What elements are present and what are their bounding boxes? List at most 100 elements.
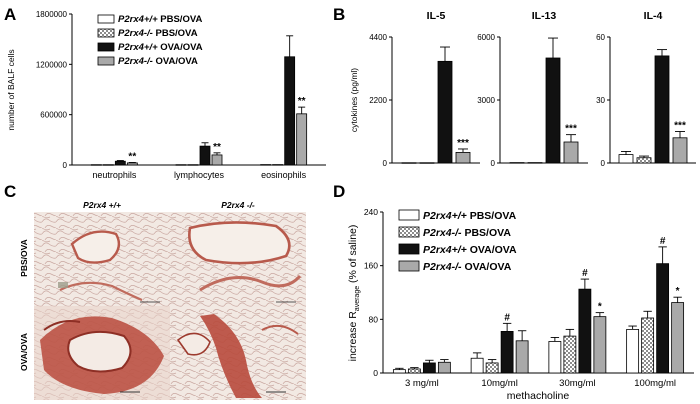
legend-genotype-1: P2rx4+/+ <box>118 14 158 25</box>
chart-title-il-5: IL-5 <box>427 10 446 22</box>
bar-il-5-white <box>401 162 417 164</box>
legend-d-swatch-checker <box>398 226 420 238</box>
ytick-label: 60 <box>596 33 605 42</box>
panel-letter-a: A <box>4 5 16 24</box>
svg-text:P2rx4-/- PBS/OVA: P2rx4-/- PBS/OVA <box>118 28 198 39</box>
legend-item-2: P2rx4-/- PBS/OVA <box>97 28 198 39</box>
panel-a-ylabel: number of BALF cells <box>6 49 16 130</box>
legend-swatch-black <box>97 42 115 52</box>
panel-d-ylabel: increase Raverage (% of saline) <box>347 225 361 362</box>
panel-c-histology: P2rx4 +/+ P2rx4 -/- PBS/OVA OVA/OVA <box>19 200 306 400</box>
bar-il-5-checker <box>419 162 435 164</box>
xtick-label-30mg-ml: 30mg/ml <box>559 378 595 389</box>
panel-a-legend: P2rx4+/+ PBS/OVA P2rx4-/- PBS/OVA P2rx4+… <box>97 14 203 67</box>
legend-genotype-3: P2rx4+/+ <box>118 42 158 53</box>
bar-10mg-ml-black <box>500 331 514 374</box>
legend-d-genotype-2: P2rx4-/- <box>423 227 462 239</box>
legend-item-4: P2rx4-/- OVA/OVA <box>97 56 198 67</box>
bar-neutrophils-gray <box>126 162 138 166</box>
chart-il13: 0 3000 6000 IL-13 *** <box>477 10 588 168</box>
ytick-label: 0 <box>601 159 606 168</box>
histology-image-ova-ko <box>170 306 306 400</box>
ytick-label: 2200 <box>369 96 387 105</box>
legend-swatch-checker <box>97 28 115 38</box>
xtick-label-neutrophils: neutrophils <box>92 170 137 180</box>
bar-10mg-ml-checker <box>485 362 499 374</box>
bar-il-4-white <box>618 154 634 164</box>
histology-image-pbs-ko <box>170 212 306 306</box>
ytick-label: 1200000 <box>36 60 68 69</box>
bar-neutrophils-black <box>114 160 126 166</box>
bar-100mg-ml-gray <box>671 302 685 374</box>
svg-text:P2rx4-/- OVA/OVA: P2rx4-/- OVA/OVA <box>118 56 198 67</box>
bar-30mg-ml-gray <box>593 316 607 374</box>
panel-letter-b: B <box>333 5 345 24</box>
bar-il-5-black <box>437 60 453 164</box>
legend-d-treatment-3: OVA/OVA <box>470 244 517 256</box>
ytick-label: 0 <box>373 368 378 378</box>
significance-marker: *** <box>457 138 469 149</box>
ytick-label: 6000 <box>477 33 495 42</box>
ytick-label: 1800000 <box>36 10 68 19</box>
panel-letter-d: D <box>333 182 345 201</box>
bar-il-4-gray <box>672 137 688 164</box>
xtick-label-3-mg-ml: 3 mg/ml <box>405 378 439 389</box>
ytick-label: 0 <box>491 159 496 168</box>
ytick-label: 30 <box>596 96 605 105</box>
bar-eosinophils-gray <box>296 113 308 166</box>
legend-d-swatch-black <box>398 243 420 255</box>
significance-marker: ** <box>128 151 136 162</box>
bar-30mg-ml-checker <box>563 335 577 374</box>
legend-d-genotype-3: P2rx4+/+ <box>423 244 467 256</box>
bar-10mg-ml-white <box>470 357 484 374</box>
svg-text:P2rx4+/+ PBS/OVA: P2rx4+/+ PBS/OVA <box>118 14 202 25</box>
bar-30mg-ml-black <box>578 288 592 374</box>
legend-treatment-3: OVA/OVA <box>160 42 203 53</box>
legend-d-treatment-4: OVA/OVA <box>464 261 511 273</box>
legend-d-genotype-1: P2rx4+/+ <box>423 210 467 222</box>
bar-eosinophils-black <box>284 56 296 166</box>
bar-il-4-black <box>654 55 670 164</box>
legend-d-item-3: P2rx4+/+ OVA/OVA <box>398 243 517 256</box>
significance-marker: ** <box>213 142 221 153</box>
xtick-label-10mg-ml: 10mg/ml <box>481 378 517 389</box>
xtick-label-eosinophils: eosinophils <box>261 170 307 180</box>
bar-10mg-ml-gray <box>515 340 529 374</box>
bar-30mg-ml-white <box>548 341 562 374</box>
bar-3-mg-ml-black <box>422 362 436 374</box>
legend-item-1: P2rx4+/+ PBS/OVA <box>97 14 202 25</box>
ytick-label: 240 <box>364 207 378 217</box>
legend-d-item-4: P2rx4-/- OVA/OVA <box>398 260 512 273</box>
legend-swatch-white <box>97 14 115 24</box>
bar-3-mg-ml-checker <box>407 368 421 374</box>
bar-lymphocytes-checker <box>187 164 199 166</box>
svg-text:P2rx4-/- OVA/OVA: P2rx4-/- OVA/OVA <box>423 261 512 273</box>
bar-100mg-ml-black <box>656 263 670 374</box>
histology-image-ova-wt <box>34 306 170 400</box>
xtick-label-lymphocytes: lymphocytes <box>174 170 225 180</box>
svg-text:P2rx4+/+ OVA/OVA: P2rx4+/+ OVA/OVA <box>118 42 203 53</box>
svg-text:P2rx4-/- PBS/OVA: P2rx4-/- PBS/OVA <box>423 227 511 239</box>
significance-marker: *** <box>565 124 577 135</box>
significance-marker: ** <box>298 96 306 107</box>
histology-row-label-2: OVA/OVA <box>19 333 29 371</box>
xtick-label-100mg-ml: 100mg/ml <box>634 378 676 389</box>
legend-d-genotype-4: P2rx4-/- <box>423 261 462 273</box>
ytick-label: 80 <box>369 314 379 324</box>
bar-neutrophils-checker <box>102 164 114 166</box>
bar-eosinophils-checker <box>272 164 284 166</box>
significance-marker: * <box>676 286 680 297</box>
legend-d-swatch-white <box>398 209 420 221</box>
ytick-label: 3000 <box>477 96 495 105</box>
chart-il5: 0 2200 4400 IL-5 *** <box>369 10 480 168</box>
legend-treatment-2: PBS/OVA <box>156 28 198 39</box>
significance-marker: # <box>582 268 588 279</box>
chart-title-il-13: IL-13 <box>532 10 557 22</box>
legend-d-treatment-1: PBS/OVA <box>470 210 517 222</box>
legend-treatment-4: OVA/OVA <box>156 56 199 67</box>
bar-il-13-white <box>509 162 525 164</box>
svg-text:P2rx4+/+ PBS/OVA: P2rx4+/+ PBS/OVA <box>423 210 517 222</box>
significance-marker: * <box>598 302 602 313</box>
